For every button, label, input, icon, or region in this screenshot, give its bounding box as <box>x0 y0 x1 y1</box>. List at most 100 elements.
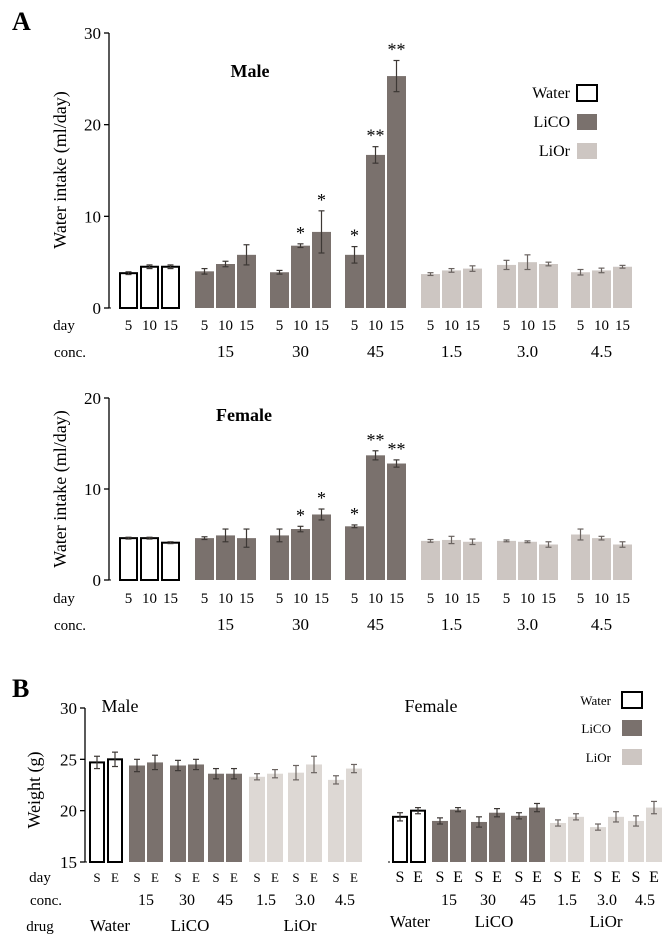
significance-label: * <box>350 226 359 246</box>
bar <box>410 809 426 864</box>
conc-label: 45 <box>367 342 384 361</box>
bar <box>107 758 123 863</box>
bar <box>345 254 364 308</box>
conc-label: 30 <box>292 342 309 361</box>
chart-title: Female <box>216 405 272 425</box>
bar <box>288 772 304 862</box>
conc-label: 1.5 <box>256 892 276 909</box>
bar <box>628 820 644 862</box>
day-label: 10 <box>142 318 157 334</box>
day-label: 5 <box>351 318 359 334</box>
day-label: 10 <box>368 591 383 607</box>
day-label: 10 <box>218 318 233 334</box>
significance-label: ** <box>367 126 385 146</box>
bar <box>147 762 163 862</box>
significance-label: * <box>317 488 326 508</box>
day-label: 15 <box>163 591 178 607</box>
bar <box>518 541 537 580</box>
bar <box>539 264 558 308</box>
legend-swatch-water <box>576 84 598 102</box>
day-label: 5 <box>201 591 209 607</box>
day-label: 10 <box>218 591 233 607</box>
bar <box>613 544 632 580</box>
day-label: 15 <box>465 591 480 607</box>
chart-1: Male 0 10 20 30 Water intake (ml/day) 5 10 15 5 10… <box>50 24 632 361</box>
conc-label: 15 <box>441 892 457 909</box>
legend-swatch-water <box>621 691 643 709</box>
row-label-day: day <box>53 318 75 334</box>
bar <box>421 540 440 580</box>
y-tick-label: 0 <box>93 299 102 318</box>
bar <box>119 537 138 582</box>
day-label: 15 <box>541 591 556 607</box>
day-label: E <box>453 869 463 886</box>
panel-a-label: A <box>12 7 31 36</box>
day-label: E <box>350 870 358 885</box>
day-label: 10 <box>594 591 609 607</box>
day-label: S <box>554 869 563 886</box>
conc-label: 1.5 <box>441 615 462 634</box>
day-label: E <box>492 869 502 886</box>
day-label: 5 <box>577 318 585 334</box>
legend-label-water: Water <box>532 85 570 102</box>
bar <box>613 266 632 308</box>
bar <box>387 76 406 308</box>
day-label: S <box>212 870 219 885</box>
bar <box>442 539 461 580</box>
day-label: 10 <box>293 318 308 334</box>
day-label: E <box>649 869 659 886</box>
bar <box>646 807 662 862</box>
bar <box>366 455 385 580</box>
bar <box>306 764 322 862</box>
conc-label: 30 <box>292 615 309 634</box>
conc-label: 1.5 <box>557 892 577 909</box>
conc-label: 45 <box>520 892 536 909</box>
bar <box>392 815 408 863</box>
bar <box>195 271 214 308</box>
day-label: E <box>271 870 279 885</box>
day-label: E <box>310 870 318 885</box>
day-label: E <box>111 870 119 885</box>
day-label: S <box>292 870 299 885</box>
y-tick-label: 0 <box>93 571 102 590</box>
bar <box>571 272 590 308</box>
bar <box>366 154 385 308</box>
bar <box>161 265 180 309</box>
bar <box>608 816 624 862</box>
day-label: 15 <box>389 318 404 334</box>
bar <box>592 538 611 580</box>
bar <box>432 820 448 862</box>
chart-title: Male <box>102 696 139 716</box>
legend-swatch-lior <box>622 749 642 765</box>
bar <box>442 270 461 308</box>
day-label: S <box>253 870 260 885</box>
bar <box>140 265 159 309</box>
day-label: 15 <box>389 591 404 607</box>
day-label: 10 <box>594 318 609 334</box>
day-label: 5 <box>503 591 511 607</box>
day-label: E <box>532 869 542 886</box>
bar <box>463 541 482 580</box>
bar <box>270 535 289 580</box>
drug-label: LiOr <box>283 916 316 935</box>
legend-label-lior: LiOr <box>539 143 571 160</box>
day-label: E <box>571 869 581 886</box>
day-label: E <box>151 870 159 885</box>
significance-label: * <box>317 190 326 210</box>
conc-label: 45 <box>217 892 233 909</box>
bar <box>216 264 235 308</box>
drug-label: LiCO <box>171 916 210 935</box>
day-label: 10 <box>444 318 459 334</box>
bar <box>450 809 466 862</box>
day-label: S <box>93 870 100 885</box>
significance-label: * <box>296 223 305 243</box>
bar <box>568 816 584 862</box>
bar <box>497 540 516 580</box>
day-label: S <box>332 870 339 885</box>
bar <box>291 529 310 580</box>
bar <box>119 272 138 309</box>
bar <box>216 535 235 580</box>
bar <box>237 254 256 308</box>
